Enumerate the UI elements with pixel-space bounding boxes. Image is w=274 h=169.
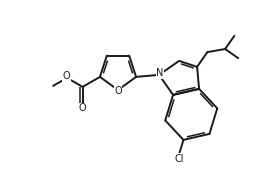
Text: O: O	[63, 71, 70, 81]
Text: O: O	[79, 103, 86, 113]
Text: O: O	[114, 87, 122, 96]
Text: N: N	[156, 68, 164, 78]
Text: Cl: Cl	[174, 154, 184, 164]
